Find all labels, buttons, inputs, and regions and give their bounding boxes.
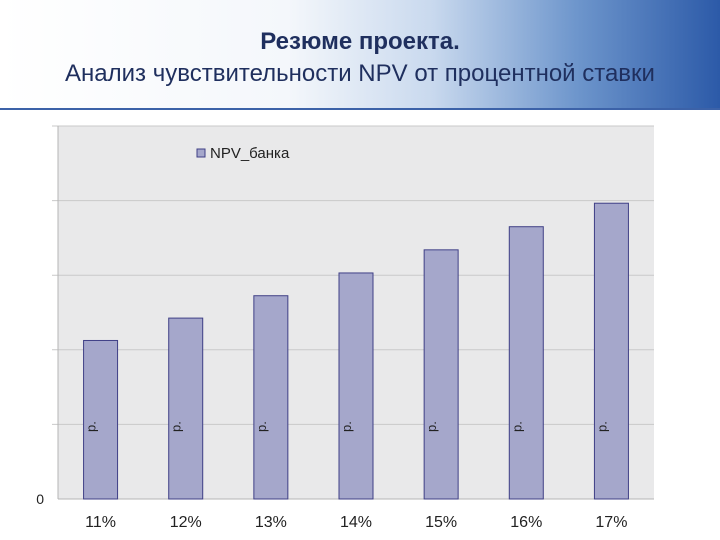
data-label-3: р. bbox=[339, 421, 354, 432]
x-tick-label-5: 16% bbox=[510, 514, 542, 531]
y-tick-label-0: 0 bbox=[36, 491, 44, 507]
bar-2 bbox=[253, 295, 289, 500]
data-label-6: р. bbox=[594, 421, 609, 432]
x-tick-label-6: 17% bbox=[595, 514, 627, 531]
data-label-1: р. bbox=[169, 421, 184, 432]
bar-3 bbox=[338, 272, 374, 500]
x-tick-label-1: 12% bbox=[170, 514, 202, 531]
x-tick-label-3: 14% bbox=[340, 514, 372, 531]
bar-6 bbox=[593, 202, 629, 500]
data-label-2: р. bbox=[254, 421, 269, 432]
x-tick-label-0: 11% bbox=[85, 514, 116, 531]
slide-title: Резюме проекта. bbox=[260, 28, 460, 55]
data-label-0: р. bbox=[84, 421, 99, 432]
data-label-5: р. bbox=[509, 421, 524, 432]
bar-0 bbox=[83, 339, 119, 500]
bar-1 bbox=[168, 317, 204, 500]
data-label-4: р. bbox=[424, 421, 439, 432]
bar-4 bbox=[423, 249, 459, 500]
bar-5 bbox=[508, 226, 544, 500]
legend-label: NPV_банка bbox=[210, 145, 290, 162]
x-tick-label-4: 15% bbox=[425, 514, 457, 531]
title-banner: Резюме проекта. Анализ чувствительности … bbox=[0, 0, 720, 110]
slide-subtitle: Анализ чувствительности NPV от процентно… bbox=[65, 60, 655, 87]
legend-swatch bbox=[196, 148, 206, 158]
x-tick-label-2: 13% bbox=[255, 514, 287, 531]
